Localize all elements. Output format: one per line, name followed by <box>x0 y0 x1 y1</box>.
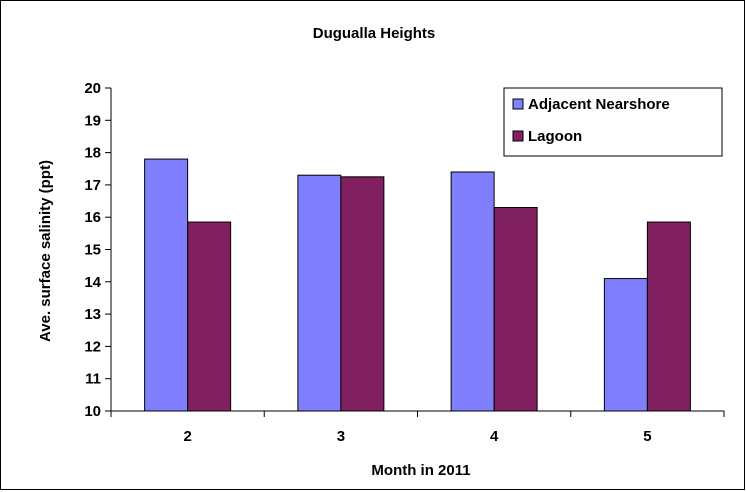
legend-label: Adjacent Nearshore <box>528 96 670 113</box>
legend: Adjacent Nearshore Lagoon <box>503 87 723 157</box>
y-tick-label: 12 <box>84 338 101 355</box>
y-tick-label: 11 <box>85 371 101 388</box>
bar-lagoon-2 <box>187 221 232 412</box>
legend-swatch-adjacent-nearshore <box>512 98 524 110</box>
y-tick-label: 19 <box>84 112 101 129</box>
plot-area: 10 11 12 13 14 15 16 17 18 19 20 2 3 4 5 <box>84 80 725 445</box>
y-tick-label: 20 <box>84 80 101 97</box>
x-axis-label: Month in 2011 <box>371 462 470 479</box>
bar-adjacent-nearshore-3 <box>297 174 342 412</box>
y-tick-label: 10 <box>84 403 101 420</box>
bar-lagoon-5 <box>646 221 691 412</box>
bar-lagoon-4 <box>493 207 538 412</box>
x-tick-label: 5 <box>643 428 651 445</box>
y-axis-label: Ave. surface salinity (ppt) <box>37 160 54 342</box>
y-tick-label: 14 <box>84 274 101 291</box>
chart-title: Dugualla Heights <box>313 25 436 42</box>
x-tick-label: 3 <box>337 428 345 445</box>
y-tick-label: 16 <box>84 209 101 226</box>
y-tick-label: 13 <box>84 306 101 323</box>
legend-box <box>503 87 723 157</box>
legend-swatch-lagoon <box>512 130 524 142</box>
x-tick-label: 2 <box>183 428 191 445</box>
bar-lagoon-3 <box>340 176 385 412</box>
y-tick-label: 17 <box>84 177 101 194</box>
bar-adjacent-nearshore-4 <box>450 171 495 412</box>
x-tick-label: 4 <box>490 428 499 445</box>
y-tick-label: 15 <box>84 242 101 259</box>
y-tick-label: 18 <box>84 145 101 162</box>
bar-adjacent-nearshore-2 <box>144 158 189 412</box>
legend-label: Lagoon <box>528 128 582 145</box>
bar-adjacent-nearshore-5 <box>603 278 648 412</box>
